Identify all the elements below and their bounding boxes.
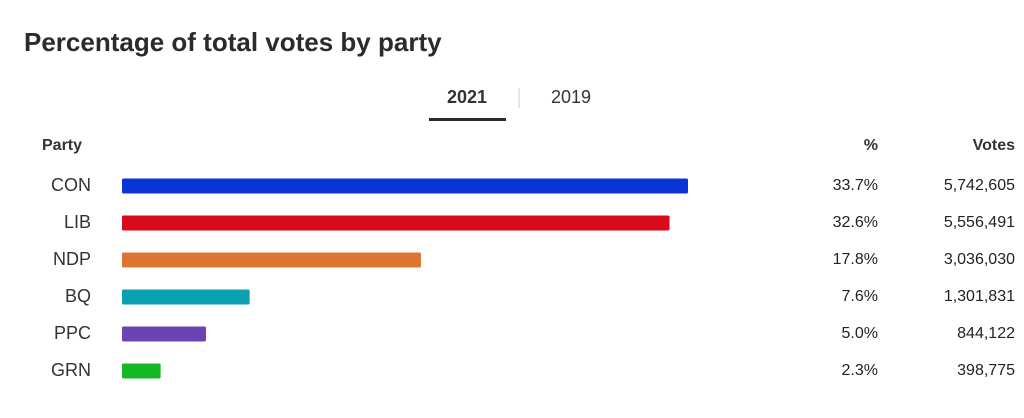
value-label: 33.7%: [833, 177, 878, 194]
votes-label: 1,301,831: [944, 288, 1015, 305]
votes-label: 5,556,491: [944, 214, 1015, 231]
bar: [122, 326, 206, 342]
votes-label: 5,742,605: [944, 177, 1015, 194]
bar: [122, 289, 250, 305]
category-label: LIB: [64, 212, 91, 232]
bar: [122, 178, 688, 194]
chart-title: Percentage of total votes by party: [24, 27, 442, 57]
value-label: 7.6%: [842, 288, 878, 305]
category-label: PPC: [54, 323, 91, 343]
column-header: Votes: [973, 137, 1015, 154]
column-header: Party: [42, 137, 82, 154]
value-label: 2.3%: [842, 362, 878, 379]
value-label: 32.6%: [833, 214, 878, 231]
tab[interactable]: 2019: [551, 87, 591, 107]
column-header: %: [864, 137, 878, 154]
category-label: BQ: [65, 286, 91, 306]
bar: [122, 215, 670, 231]
value-label: 5.0%: [842, 325, 878, 342]
category-label: GRN: [51, 360, 91, 380]
value-label: 17.8%: [833, 251, 878, 268]
votes-label: 3,036,030: [944, 251, 1015, 268]
category-label: NDP: [53, 249, 91, 269]
bar: [122, 363, 161, 379]
tab-underline: [429, 118, 506, 121]
bar: [122, 252, 421, 268]
tab[interactable]: 2021: [447, 87, 487, 107]
category-label: CON: [51, 175, 91, 195]
votes-label: 398,775: [957, 362, 1015, 379]
votes-label: 844,122: [957, 325, 1015, 342]
